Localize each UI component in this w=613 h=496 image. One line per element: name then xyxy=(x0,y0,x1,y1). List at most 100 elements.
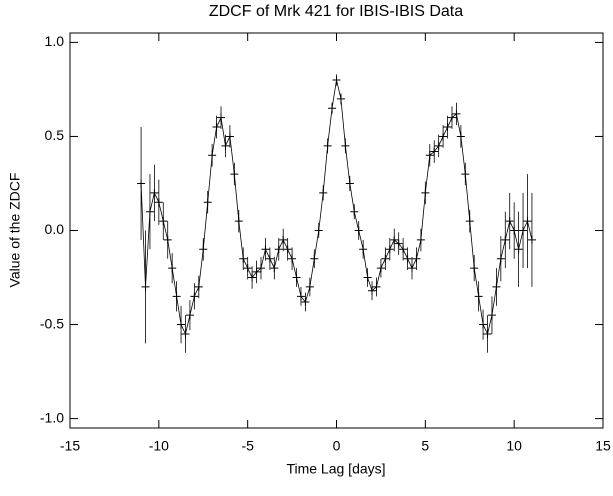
data-point xyxy=(350,207,359,216)
data-point xyxy=(301,297,310,306)
y-tick-label: 0.5 xyxy=(45,127,65,143)
data-point xyxy=(376,264,385,273)
data-point xyxy=(141,282,150,291)
data-point xyxy=(212,123,221,132)
x-tick-label: -10 xyxy=(149,438,169,454)
data-point xyxy=(296,292,305,301)
data-point xyxy=(385,245,394,254)
data-point xyxy=(194,282,203,291)
y-axis-label: Value of the ZDCF xyxy=(7,173,23,288)
data-point xyxy=(443,123,452,132)
data-point xyxy=(345,179,354,188)
data-point xyxy=(168,264,177,273)
data-point xyxy=(256,264,265,273)
data-point xyxy=(332,76,341,85)
data-point xyxy=(527,235,536,244)
y-tick-label: -1.0 xyxy=(40,409,64,425)
data-point xyxy=(243,264,252,273)
data-point xyxy=(434,141,443,150)
data-point xyxy=(261,245,270,254)
data-point xyxy=(274,245,283,254)
data-point xyxy=(501,235,510,244)
data-point xyxy=(479,320,488,329)
data-point xyxy=(381,254,390,263)
data-point xyxy=(430,147,439,156)
data-point xyxy=(496,254,505,263)
data-line xyxy=(140,79,533,336)
x-axis-label: Time Lag [days] xyxy=(286,461,385,477)
x-tick-label: 5 xyxy=(421,438,429,454)
data-point xyxy=(208,151,217,160)
data-point xyxy=(416,235,425,244)
y-tick-label: -0.5 xyxy=(40,315,64,331)
data-point xyxy=(288,254,297,263)
y-tick-label: 1.0 xyxy=(45,33,65,49)
data-point xyxy=(234,217,243,226)
data-point xyxy=(270,264,279,273)
data-point xyxy=(461,170,470,179)
data-point xyxy=(239,254,248,263)
data-point xyxy=(283,245,292,254)
data-point xyxy=(292,273,301,282)
data-point xyxy=(279,235,288,244)
data-point xyxy=(359,245,368,254)
x-tick-label: -5 xyxy=(241,438,254,454)
data-point xyxy=(230,170,239,179)
data-point xyxy=(421,188,430,197)
data-point xyxy=(203,198,212,207)
data-point xyxy=(447,113,456,122)
data-point xyxy=(319,188,328,197)
data-point xyxy=(452,109,461,118)
data-point xyxy=(470,264,479,273)
data-point xyxy=(190,292,199,301)
data-point xyxy=(328,104,337,113)
data-point xyxy=(137,179,146,188)
data-point xyxy=(323,141,332,150)
data-point xyxy=(408,264,417,273)
data-point xyxy=(163,235,172,244)
data-point xyxy=(310,254,319,263)
data-point xyxy=(425,151,434,160)
data-point xyxy=(487,311,496,320)
data-point xyxy=(199,245,208,254)
data-point xyxy=(403,254,412,263)
data-point xyxy=(505,217,514,226)
data-point xyxy=(154,198,163,207)
x-tick-label: 15 xyxy=(595,438,611,454)
x-tick-label: -15 xyxy=(60,438,80,454)
data-point xyxy=(172,292,181,301)
data-point xyxy=(439,132,448,141)
data-point xyxy=(341,141,350,150)
data-point xyxy=(248,273,257,282)
data-point xyxy=(412,254,421,263)
data-point xyxy=(225,132,234,141)
data-point xyxy=(474,292,483,301)
data-point xyxy=(492,282,501,291)
x-tick-label: 10 xyxy=(506,438,522,454)
data-point xyxy=(456,132,465,141)
data-point xyxy=(252,267,261,276)
data-point xyxy=(185,311,194,320)
data-point xyxy=(514,245,523,254)
data-point xyxy=(399,245,408,254)
data-point xyxy=(510,226,519,235)
data-point xyxy=(159,217,168,226)
data-point xyxy=(181,329,190,338)
data-point xyxy=(390,235,399,244)
data-point xyxy=(394,239,403,248)
data-point xyxy=(314,226,323,235)
data-point xyxy=(265,254,274,263)
data-point xyxy=(354,226,363,235)
data-point xyxy=(519,226,528,235)
data-point xyxy=(368,286,377,295)
y-tick-label: 0.0 xyxy=(45,221,65,237)
data-point xyxy=(305,282,314,291)
chart-title: ZDCF of Mrk 421 for IBIS-IBIS Data xyxy=(209,3,463,20)
data-point xyxy=(150,188,159,197)
data-point xyxy=(336,94,345,103)
x-tick-label: 0 xyxy=(333,438,341,454)
data-point xyxy=(372,282,381,291)
data-point xyxy=(177,320,186,329)
